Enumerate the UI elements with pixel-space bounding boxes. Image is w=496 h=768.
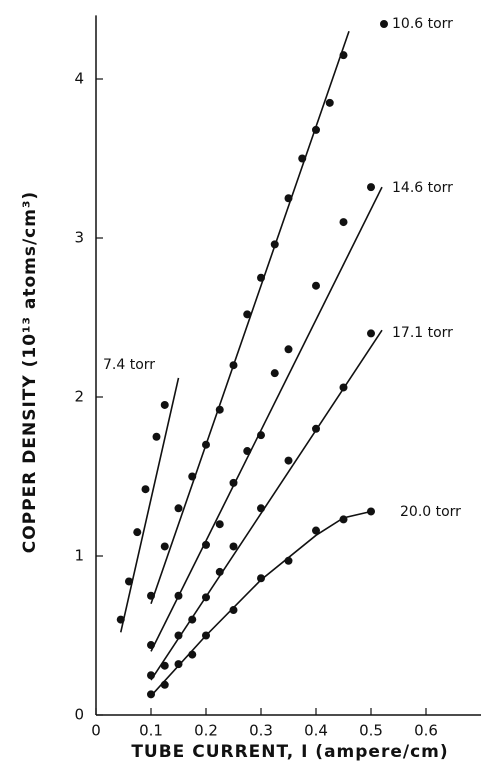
fit-line xyxy=(150,31,350,604)
data-point xyxy=(257,431,265,440)
data-point xyxy=(147,671,155,680)
x-axis-title: TUBE CURRENT, I (ampere/cm) xyxy=(131,742,448,762)
data-point xyxy=(229,606,238,615)
data-point xyxy=(147,690,155,699)
data-point xyxy=(202,593,210,602)
data-point xyxy=(243,310,252,319)
data-point xyxy=(174,631,183,640)
data-point xyxy=(367,329,375,338)
data-point xyxy=(312,526,320,535)
data-point xyxy=(174,660,183,669)
y-axis-title: COPPER DENSITY (10¹³ atoms/cm³) xyxy=(20,191,40,553)
data-point xyxy=(367,507,375,516)
data-point xyxy=(284,556,293,565)
y-tick-label: 0 xyxy=(74,706,84,724)
series-label: 10.6 torr xyxy=(392,16,453,32)
data-point xyxy=(284,456,293,465)
data-point xyxy=(147,591,155,600)
data-point xyxy=(270,240,279,249)
data-point xyxy=(270,369,279,378)
y-tick-label: 2 xyxy=(74,388,84,406)
data-point xyxy=(133,528,142,537)
data-point xyxy=(215,567,224,576)
data-point xyxy=(160,680,169,689)
data-point xyxy=(215,405,224,414)
data-point xyxy=(298,154,307,163)
x-tick-label: 0.6 xyxy=(414,722,438,740)
data-point xyxy=(257,574,265,583)
y-tick-label: 4 xyxy=(74,70,84,88)
data-point xyxy=(202,440,210,449)
data-point xyxy=(188,650,197,659)
data-point xyxy=(339,218,348,227)
y-tick-label: 3 xyxy=(74,229,84,247)
data-point xyxy=(367,183,375,192)
data-point xyxy=(160,400,169,409)
x-tick-label: 0.5 xyxy=(359,722,383,740)
data-point xyxy=(312,281,320,290)
data-point xyxy=(257,504,265,513)
y-tick-label: 1 xyxy=(74,547,84,565)
data-point xyxy=(284,345,293,354)
data-point xyxy=(339,51,348,60)
x-tick-label: 0.4 xyxy=(304,722,328,740)
data-point xyxy=(147,641,155,650)
data-point xyxy=(174,591,183,600)
data-point xyxy=(229,478,238,487)
x-tick-label: 0.1 xyxy=(139,722,163,740)
data-point xyxy=(229,542,238,551)
x-tick-label: 0 xyxy=(91,722,101,740)
data-point xyxy=(243,447,252,456)
data-point xyxy=(125,577,133,586)
data-point xyxy=(215,520,224,529)
label-dot xyxy=(380,20,388,28)
series-label: 17.1 torr xyxy=(392,325,453,341)
data-point xyxy=(202,631,210,640)
data-point xyxy=(257,273,265,282)
x-tick-label: 0.2 xyxy=(194,722,218,740)
data-point xyxy=(116,615,125,624)
data-point xyxy=(152,432,161,441)
fit-line xyxy=(119,377,180,633)
fit-line xyxy=(150,510,372,697)
data-point xyxy=(188,615,197,624)
data-point xyxy=(160,542,169,551)
fit-line xyxy=(150,186,383,652)
series-label: 20.0 torr xyxy=(400,504,461,520)
data-point xyxy=(229,361,238,370)
series-label: 7.4 torr xyxy=(103,357,155,373)
data-point xyxy=(312,424,320,433)
data-point xyxy=(284,194,293,203)
data-point xyxy=(160,661,169,670)
data-point xyxy=(339,515,348,524)
data-point xyxy=(202,540,210,549)
data-point xyxy=(312,125,320,134)
series-label: 14.6 torr xyxy=(392,180,453,196)
data-point xyxy=(141,485,150,494)
data-point xyxy=(339,383,348,392)
data-point xyxy=(325,98,334,107)
data-point xyxy=(174,504,183,513)
x-tick-label: 0.3 xyxy=(249,722,273,740)
data-point xyxy=(188,472,197,481)
